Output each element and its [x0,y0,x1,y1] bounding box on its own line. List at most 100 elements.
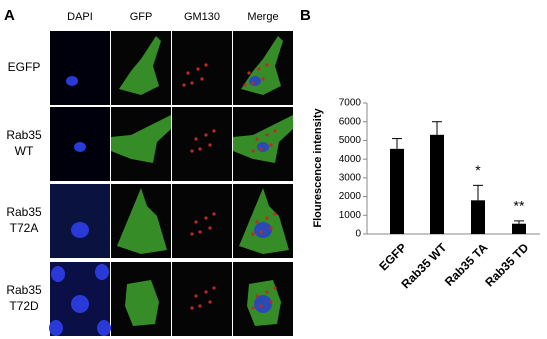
y-tick-label: 5000 [339,135,362,146]
significance: * [475,162,481,178]
golgi-dot [182,83,186,87]
nucleus [254,295,272,313]
cell-body [233,115,293,163]
golgi-dot [194,137,198,141]
nucleus [49,320,63,336]
cell-body [119,36,161,95]
golgi-dot [190,149,194,153]
golgi-dot [259,304,263,308]
x-tick-label: Rab35 TD [482,240,531,289]
column-header: DAPI [67,11,93,23]
micrograph [233,184,293,258]
micrograph [49,262,111,336]
image-background [172,184,232,258]
nucleus [51,266,65,282]
y-tick-label: 4000 [339,154,362,165]
nucleus [257,142,269,152]
bar [471,200,485,234]
nucleus [71,295,89,313]
nucleus [74,142,86,152]
bar [390,148,404,234]
y-tick-label: 0 [355,229,361,240]
y-tick-label: 7000 [339,98,362,109]
image-background [172,107,232,181]
micrograph [50,107,110,181]
golgi-dot [212,212,216,216]
golgi-dot [194,294,198,298]
golgi-dot [204,133,208,137]
nucleus [71,222,89,238]
cell-body [125,280,159,326]
row-label: T72A [10,221,39,235]
row-label: Rab35 [6,283,42,297]
image-background [172,262,232,336]
golgi-dot [190,81,194,85]
golgi-dot [200,77,204,81]
golgi-dot [190,232,194,236]
golgi-dot [257,67,261,71]
bar [512,223,526,234]
panel-label: B [300,7,311,24]
golgi-dot [255,220,259,224]
golgi-dot [212,129,216,133]
micrograph [233,262,293,336]
golgi-dot [269,300,273,304]
golgi-dot [261,77,265,81]
error-bar [473,184,483,201]
golgi-dot [265,290,269,294]
golgi-dot [208,143,212,147]
golgi-dot [251,149,255,153]
golgi-dot [208,300,212,304]
y-axis-label: Flourescence intensity [312,108,324,228]
y-tick-label: 1000 [339,210,362,221]
micrograph [172,107,232,181]
row-label: T72D [9,299,39,313]
golgi-dot [255,137,259,141]
nucleus [66,76,78,86]
micrograph [111,31,171,105]
golgi-dot [204,290,208,294]
column-header: Merge [247,11,278,23]
image-background [50,184,110,258]
micrograph [111,107,171,181]
error-bar [432,121,442,135]
micrograph [50,184,110,258]
golgi-dot [251,232,255,236]
golgi-dot [251,306,255,310]
micrograph [50,31,110,105]
golgi-dot [255,294,259,298]
golgi-dot [190,306,194,310]
image-background [50,31,110,105]
golgi-dot [269,226,273,230]
y-tick-label: 6000 [339,116,362,127]
y-tick-label: 2000 [339,191,362,202]
cell-body [239,188,289,254]
golgi-dot [212,286,216,290]
golgi-dot [196,67,200,71]
image-background [172,31,232,105]
golgi-dot [198,147,202,151]
error-bar [392,138,402,149]
golgi-dot [269,143,273,147]
micrograph [111,184,171,258]
golgi-dot [259,147,263,151]
bar [430,134,444,234]
golgi-dot [251,81,255,85]
micrograph [172,184,232,258]
row-label: EGFP [8,60,41,74]
nucleus [249,76,261,86]
significance: ** [514,198,525,214]
golgi-dot [204,216,208,220]
golgi-dot [265,133,269,137]
golgi-dot [198,304,202,308]
column-header: GM130 [184,11,220,23]
column-header: GFP [130,11,153,23]
x-tick-label: EGFP [376,240,409,273]
golgi-dot [273,129,277,133]
golgi-dot [273,286,277,290]
golgi-dot [259,230,263,234]
golgi-dot [186,71,190,75]
micrograph [233,107,293,181]
row-label: Rab35 [6,205,42,219]
error-bar [514,220,524,224]
